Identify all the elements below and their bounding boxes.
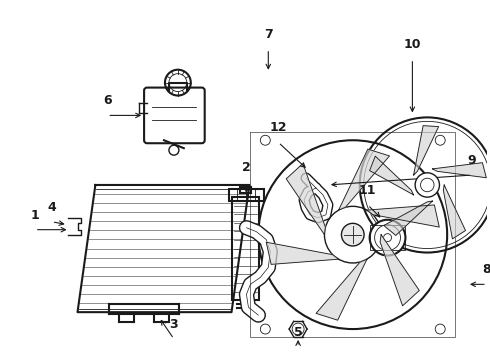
- Circle shape: [369, 220, 405, 256]
- Polygon shape: [339, 149, 390, 210]
- Polygon shape: [316, 259, 367, 320]
- Text: 2: 2: [242, 161, 251, 174]
- Text: 8: 8: [483, 264, 490, 276]
- Text: 12: 12: [270, 121, 287, 134]
- Text: 10: 10: [404, 38, 421, 51]
- Polygon shape: [286, 163, 325, 235]
- Text: 1: 1: [30, 209, 39, 222]
- Bar: [228, 189, 264, 201]
- Text: 4: 4: [48, 201, 56, 214]
- Bar: [369, 225, 405, 250]
- Text: 11: 11: [359, 184, 376, 197]
- Polygon shape: [369, 156, 414, 195]
- Bar: [232, 197, 259, 300]
- Polygon shape: [414, 126, 439, 175]
- Polygon shape: [367, 205, 439, 227]
- Polygon shape: [266, 242, 339, 264]
- Circle shape: [415, 173, 440, 197]
- Polygon shape: [443, 185, 465, 239]
- Text: 3: 3: [170, 318, 178, 331]
- Text: 6: 6: [103, 94, 112, 107]
- Text: 5: 5: [294, 326, 302, 339]
- Polygon shape: [433, 163, 486, 178]
- Text: 9: 9: [467, 154, 476, 167]
- Polygon shape: [380, 235, 419, 306]
- Circle shape: [342, 223, 364, 246]
- Polygon shape: [384, 201, 433, 235]
- Text: 7: 7: [264, 28, 272, 41]
